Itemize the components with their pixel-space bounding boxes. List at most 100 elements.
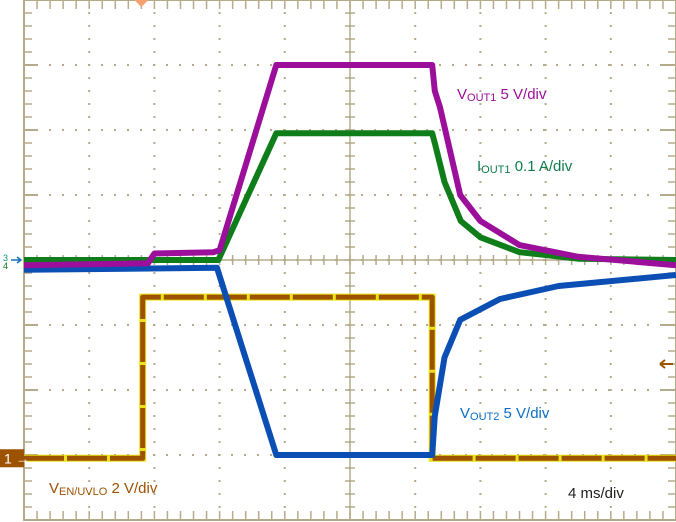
grid-dot: [283, 220, 286, 222]
grid-dot: [414, 207, 417, 209]
grid-dot: [582, 389, 584, 391]
grid-dot: [205, 389, 207, 391]
grid-dot: [283, 363, 286, 365]
trigger-level-arrow-icon: [659, 359, 673, 369]
grid-dot: [179, 64, 181, 66]
grid-dot: [283, 402, 286, 404]
grid-dot: [479, 129, 482, 131]
grid-dot: [609, 272, 612, 274]
grid-dot: [257, 454, 259, 456]
grid-dot: [283, 246, 286, 248]
grid-dot: [517, 324, 519, 326]
grid-dot: [634, 129, 636, 131]
grid-dot: [452, 64, 454, 66]
grid-dot: [361, 129, 363, 131]
channel-3-marker: 3: [3, 253, 8, 263]
grid-dot: [414, 350, 417, 352]
grid-dot: [569, 324, 571, 326]
grid-dot: [75, 389, 77, 391]
grid-dot: [283, 350, 286, 352]
grid-dot: [322, 324, 324, 326]
grid-dot: [153, 12, 156, 14]
grid-dot: [465, 389, 467, 391]
grid-dot: [153, 454, 155, 456]
grid-dot: [62, 194, 64, 196]
grid-dot: [218, 129, 220, 131]
grid-dot: [270, 129, 272, 131]
grid-dot: [544, 441, 547, 443]
grid-dot: [479, 467, 482, 469]
grid-dot: [609, 363, 612, 365]
grid-dot: [414, 77, 417, 79]
grid-dot: [49, 324, 51, 326]
grid-dot: [283, 116, 286, 118]
grid-dot: [153, 194, 155, 196]
grid-dot: [609, 389, 612, 391]
grid-dot: [544, 77, 547, 79]
grid-dot: [153, 129, 155, 131]
grid-dot: [414, 116, 417, 118]
grid-dot: [414, 272, 417, 274]
grid-dot: [491, 64, 493, 66]
grid-dot: [361, 194, 363, 196]
grid-dot: [479, 480, 482, 482]
grid-dot: [88, 142, 91, 144]
grid-dot: [88, 116, 91, 118]
grid-dot: [544, 363, 547, 365]
grid-dot: [75, 324, 77, 326]
grid-dot: [283, 207, 286, 209]
grid-dot: [218, 311, 221, 313]
grid-dot: [504, 324, 506, 326]
grid-dot: [88, 272, 91, 274]
grid-dot: [88, 350, 91, 352]
grid-dot: [88, 220, 91, 222]
grid-dot: [544, 467, 547, 469]
grid-dot: [491, 324, 493, 326]
grid-dot: [244, 389, 246, 391]
grid-dot: [479, 181, 482, 183]
grid-dot: [114, 324, 116, 326]
grid-dot: [88, 402, 91, 404]
grid-dot: [595, 324, 597, 326]
grid-dot: [231, 194, 233, 196]
grid-dot: [544, 246, 547, 248]
grid-dot: [244, 324, 246, 326]
grid-dot: [374, 129, 376, 131]
grid-dot: [218, 337, 221, 339]
grid-dot: [479, 415, 482, 417]
grid-dot: [218, 90, 221, 92]
grid-dot: [218, 506, 221, 508]
grid-dot: [322, 194, 324, 196]
grid-dot: [647, 129, 649, 131]
grid-dot: [218, 454, 220, 456]
label-ven-uvlo: VEN/UVLO 2 V/div: [49, 480, 158, 498]
grid-dot: [153, 272, 156, 274]
grid-dot: [205, 454, 207, 456]
grid-dot: [179, 129, 181, 131]
grid-dot: [413, 194, 415, 196]
grid-dot: [88, 376, 91, 378]
grid-dot: [414, 181, 417, 183]
grid-dot: [179, 389, 181, 391]
grid-dot: [595, 389, 597, 391]
grid-dot: [283, 428, 286, 430]
grid-dot: [153, 246, 156, 248]
grid-dot: [88, 12, 91, 14]
grid-dot: [478, 129, 480, 131]
grid-dot: [309, 129, 311, 131]
grid-dot: [62, 64, 64, 66]
grid-dot: [309, 194, 311, 196]
grid-dot: [218, 467, 221, 469]
grid-dot: [479, 103, 482, 105]
grid-dot: [166, 129, 168, 131]
grid-dot: [335, 129, 337, 131]
grid-dot: [609, 480, 612, 482]
grid-dot: [543, 129, 545, 131]
grid-dot: [479, 376, 482, 378]
grid-dot: [218, 12, 221, 14]
grid-dot: [283, 142, 286, 144]
grid-dot: [400, 389, 402, 391]
grid-dot: [153, 428, 156, 430]
grid-dot: [166, 389, 168, 391]
grid-dot: [414, 155, 417, 157]
